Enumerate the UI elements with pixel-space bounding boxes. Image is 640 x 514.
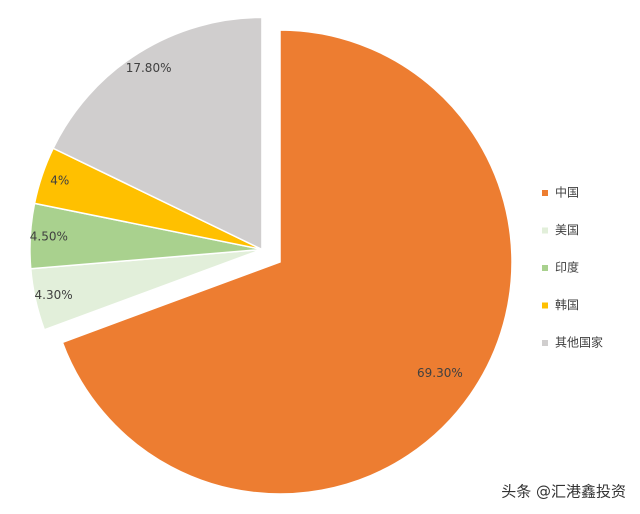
legend-label: 中国 [555, 185, 579, 200]
legend-swatch [542, 265, 548, 271]
legend-swatch [542, 340, 548, 346]
watermark: 头条 @汇港鑫投资 [501, 483, 626, 501]
pie-slice [52, 16, 263, 251]
legend-swatch [542, 227, 548, 234]
legend-swatch [542, 302, 548, 309]
legend-label: 韩国 [555, 297, 579, 312]
data-label: 69.30% [417, 366, 463, 380]
legend-label: 美国 [555, 223, 579, 237]
data-label: 4.30% [35, 288, 73, 302]
data-label: 4.50% [30, 230, 68, 244]
legend-swatch [542, 190, 548, 196]
legend-label: 印度 [555, 260, 579, 275]
pie-slice [61, 29, 513, 495]
data-label: 17.80% [126, 61, 172, 75]
data-label: 4% [50, 174, 69, 188]
legend-label: 其他国家 [555, 335, 603, 350]
